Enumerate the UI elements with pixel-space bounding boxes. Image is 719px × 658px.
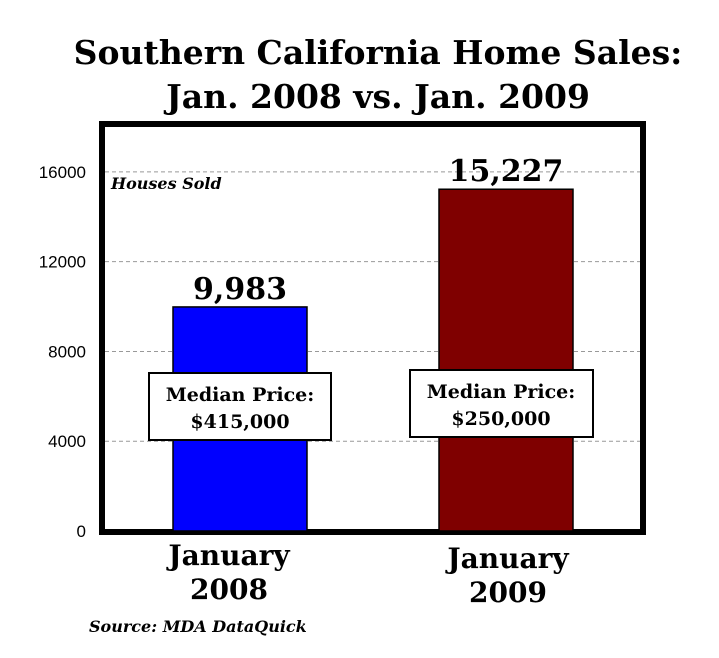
x-category-label-2009-line1: January — [444, 542, 569, 575]
y-tick-labels: 0 4000 8000 12000 16000 — [39, 163, 86, 541]
y-tick-label-4000: 4000 — [48, 432, 86, 451]
grid-lines — [105, 171, 640, 442]
median-price-label-2009: Median Price: — [427, 381, 576, 403]
x-category-label-2008-line2: 2008 — [190, 573, 268, 606]
y-tick-label-0: 0 — [77, 522, 86, 541]
median-price-value-2009: $250,000 — [451, 408, 550, 430]
median-price-box-2008: Median Price: $415,000 — [148, 372, 332, 441]
median-price-box-2009: Median Price: $250,000 — [409, 369, 594, 438]
y-tick-label-16000: 16000 — [39, 163, 86, 182]
y-tick-label-12000: 12000 — [39, 253, 86, 272]
x-category-label-2009-line2: 2009 — [469, 576, 547, 609]
y-axis-label: Houses Sold — [110, 174, 222, 193]
value-label-2009: 15,227 — [449, 154, 564, 189]
median-price-label-2008: Median Price: — [166, 384, 315, 406]
x-category-label-2008-line1: January — [165, 539, 290, 572]
bar-january-2009 — [438, 188, 574, 532]
median-price-value-2008: $415,000 — [190, 411, 289, 433]
source-note: Source: MDA DataQuick — [89, 617, 307, 636]
chart-title: Southern California Home Sales: — [74, 33, 683, 72]
y-tick-label-8000: 8000 — [48, 342, 86, 361]
value-label-2008: 9,983 — [193, 272, 287, 307]
chart-subtitle: Jan. 2008 vs. Jan. 2009 — [163, 77, 590, 116]
